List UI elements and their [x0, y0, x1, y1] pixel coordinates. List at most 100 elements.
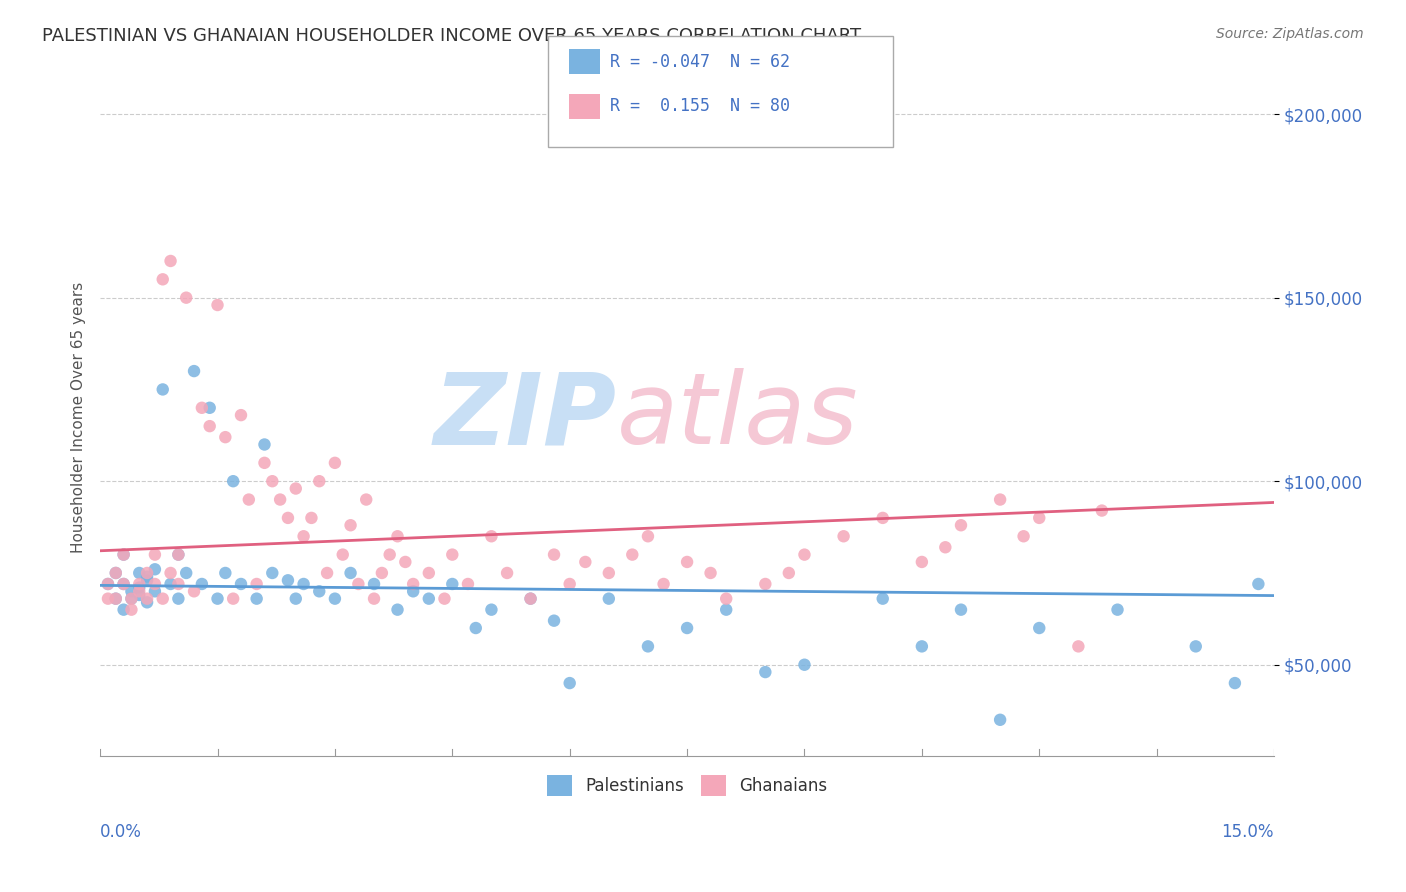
- Point: [1091, 503, 1114, 517]
- Point: [1028, 511, 1050, 525]
- Point: [120, 591, 142, 606]
- Point: [120, 591, 142, 606]
- Point: [872, 511, 894, 525]
- Point: [207, 591, 229, 606]
- Point: [1184, 640, 1206, 654]
- Point: [301, 511, 323, 525]
- Point: [988, 492, 1011, 507]
- Point: [1223, 676, 1246, 690]
- Point: [152, 272, 174, 286]
- Point: [214, 430, 236, 444]
- Point: [543, 614, 565, 628]
- Point: [872, 591, 894, 606]
- Text: R = -0.047  N = 62: R = -0.047 N = 62: [610, 53, 790, 70]
- Point: [292, 577, 315, 591]
- Point: [441, 548, 464, 562]
- Point: [112, 602, 135, 616]
- Point: [97, 591, 120, 606]
- Text: 0.0%: 0.0%: [100, 822, 142, 840]
- Point: [621, 548, 644, 562]
- Point: [598, 591, 620, 606]
- Point: [120, 584, 142, 599]
- Point: [112, 577, 135, 591]
- Y-axis label: Householder Income Over 65 years: Householder Income Over 65 years: [72, 281, 86, 552]
- Point: [1247, 577, 1270, 591]
- Point: [402, 584, 425, 599]
- Point: [104, 566, 127, 580]
- Point: [104, 566, 127, 580]
- Point: [112, 577, 135, 591]
- Point: [652, 577, 675, 591]
- Point: [754, 577, 776, 591]
- Point: [284, 482, 307, 496]
- Point: [676, 555, 699, 569]
- Legend: Palestinians, Ghanaians: Palestinians, Ghanaians: [540, 769, 834, 803]
- Point: [167, 591, 190, 606]
- Point: [284, 591, 307, 606]
- Point: [120, 602, 142, 616]
- Point: [832, 529, 855, 543]
- Point: [371, 566, 394, 580]
- Point: [104, 591, 127, 606]
- Point: [519, 591, 541, 606]
- Point: [354, 492, 377, 507]
- Point: [1012, 529, 1035, 543]
- Point: [418, 566, 440, 580]
- Point: [574, 555, 596, 569]
- Point: [136, 574, 159, 588]
- Point: [229, 577, 252, 591]
- Point: [198, 419, 221, 434]
- Point: [292, 529, 315, 543]
- Point: [988, 713, 1011, 727]
- Point: [1028, 621, 1050, 635]
- Text: PALESTINIAN VS GHANAIAN HOUSEHOLDER INCOME OVER 65 YEARS CORRELATION CHART: PALESTINIAN VS GHANAIAN HOUSEHOLDER INCO…: [42, 27, 862, 45]
- Point: [136, 591, 159, 606]
- Point: [262, 474, 284, 488]
- Point: [128, 566, 150, 580]
- Point: [128, 588, 150, 602]
- Point: [277, 511, 299, 525]
- Point: [128, 581, 150, 595]
- Point: [207, 298, 229, 312]
- Point: [457, 577, 479, 591]
- Point: [143, 548, 166, 562]
- Point: [112, 548, 135, 562]
- Point: [323, 591, 346, 606]
- Point: [754, 665, 776, 679]
- Text: Source: ZipAtlas.com: Source: ZipAtlas.com: [1216, 27, 1364, 41]
- Point: [911, 640, 934, 654]
- Point: [262, 566, 284, 580]
- Point: [104, 591, 127, 606]
- Point: [676, 621, 699, 635]
- Point: [481, 529, 503, 543]
- Text: R =  0.155  N = 80: R = 0.155 N = 80: [610, 97, 790, 115]
- Point: [637, 640, 659, 654]
- Text: 15.0%: 15.0%: [1222, 822, 1274, 840]
- Point: [1067, 640, 1090, 654]
- Point: [167, 548, 190, 562]
- Point: [339, 518, 361, 533]
- Point: [347, 577, 370, 591]
- Text: atlas: atlas: [617, 368, 858, 466]
- Point: [198, 401, 221, 415]
- Point: [402, 577, 425, 591]
- Point: [464, 621, 486, 635]
- Point: [934, 541, 956, 555]
- Point: [143, 584, 166, 599]
- Point: [112, 548, 135, 562]
- Point: [97, 577, 120, 591]
- Point: [246, 577, 269, 591]
- Point: [246, 591, 269, 606]
- Point: [159, 254, 181, 268]
- Point: [191, 577, 214, 591]
- Point: [167, 548, 190, 562]
- Point: [778, 566, 800, 580]
- Point: [699, 566, 721, 580]
- Point: [167, 577, 190, 591]
- Point: [316, 566, 339, 580]
- Point: [637, 529, 659, 543]
- Text: ZIP: ZIP: [433, 368, 617, 466]
- Point: [793, 657, 815, 672]
- Point: [143, 577, 166, 591]
- Point: [222, 591, 245, 606]
